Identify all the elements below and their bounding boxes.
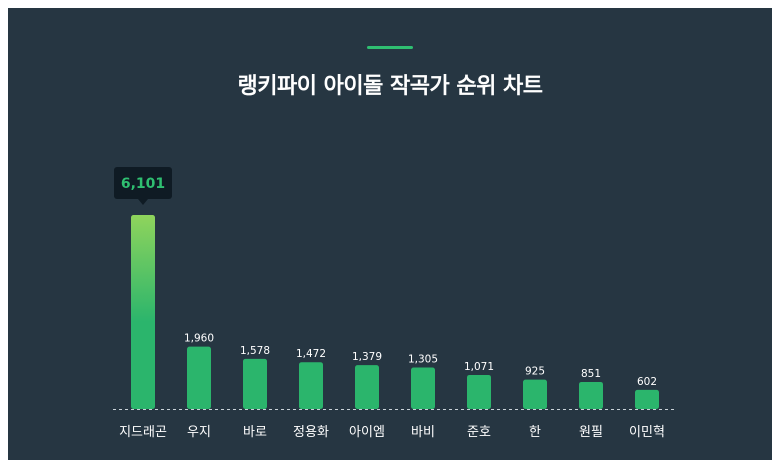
chart-title: 랭키파이 아이돌 작곡가 순위 차트: [237, 74, 544, 99]
bar-value-label: 1,578: [240, 345, 270, 357]
x-tick-label: 준호: [467, 425, 491, 440]
x-tick-label: 바로: [243, 425, 267, 440]
bar-8[interactable]: [579, 381, 603, 409]
x-tick-label: 한: [529, 425, 541, 440]
bar-5[interactable]: [411, 367, 435, 409]
bar-7[interactable]: [523, 379, 547, 409]
bar-3[interactable]: [299, 362, 323, 409]
bar-value-label: 1,071: [464, 361, 494, 373]
x-tick-label: 원필: [579, 425, 603, 440]
title-accent-line: [367, 46, 413, 49]
x-tick-label: 아이엠: [349, 425, 385, 440]
chart-panel: 랭키파이 아이돌 작곡가 순위 차트 지드래곤 6,101 우지 1,960 바로 1,5…: [8, 8, 772, 460]
bar-value-label: 1,960: [184, 333, 214, 345]
bar-value-label: 925: [525, 366, 545, 378]
bar-value-label: 851: [581, 368, 601, 380]
tooltip-value-label: 6,101: [121, 176, 165, 192]
bar-value-label: 1,379: [352, 351, 382, 363]
x-tick-label: 지드래곤: [119, 425, 167, 440]
value-tooltip: 6,101: [114, 167, 172, 205]
x-tick-label: 바비: [411, 425, 435, 440]
x-tick-label: 정용화: [293, 425, 329, 440]
bar-4[interactable]: [355, 365, 379, 409]
bar-value-label: 602: [637, 376, 657, 388]
bar-1[interactable]: [187, 346, 211, 409]
x-tick-label: 우지: [187, 425, 211, 440]
bar-6[interactable]: [467, 374, 491, 409]
bar-2[interactable]: [243, 358, 267, 409]
bar-9[interactable]: [635, 389, 659, 409]
x-tick-label: 이민혁: [629, 425, 665, 440]
bar-value-label: 1,305: [408, 354, 438, 366]
bar-0[interactable]: [131, 215, 155, 409]
bar-value-label: 1,472: [296, 348, 326, 360]
bar-chart: 지드래곤 6,101 우지 1,960 바로 1,578 정용화 1,472 아이엠 1,379 바…: [113, 167, 676, 440]
